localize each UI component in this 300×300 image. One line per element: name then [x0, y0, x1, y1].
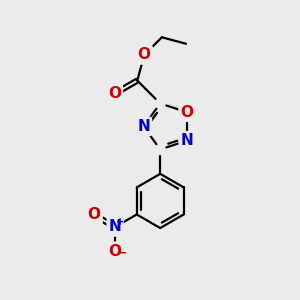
Text: −: − [116, 246, 127, 259]
Text: N: N [181, 133, 194, 148]
Text: N: N [137, 119, 150, 134]
Text: O: O [181, 105, 194, 120]
Text: +: + [116, 217, 124, 227]
Text: O: O [109, 244, 122, 259]
Text: N: N [109, 220, 122, 235]
Text: O: O [138, 47, 151, 62]
Text: O: O [88, 207, 101, 222]
Text: O: O [108, 86, 121, 101]
